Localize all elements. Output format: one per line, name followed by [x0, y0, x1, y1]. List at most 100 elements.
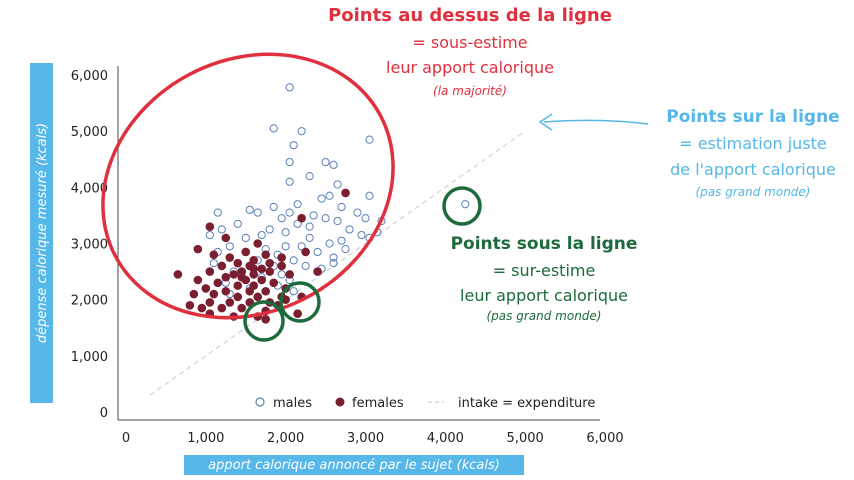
annotation-below-line2: leur apport calorique: [460, 286, 628, 305]
annotation-on-line2: de l'apport calorique: [670, 160, 836, 179]
female-point: [301, 247, 310, 257]
male-point: [325, 191, 334, 200]
female-point: [277, 261, 286, 271]
highlight-ellipse-above: [101, 52, 395, 320]
female-point: [253, 239, 263, 248]
male-point: [217, 225, 226, 234]
male-point: [297, 127, 306, 136]
female-point: [265, 258, 275, 268]
male-point: [337, 236, 346, 245]
y-tick-label: 0: [100, 406, 108, 421]
female-point: [341, 188, 350, 198]
y-tick-label: 6,000: [71, 69, 108, 84]
female-point: [185, 300, 195, 310]
female-point: [173, 270, 183, 279]
male-point: [277, 270, 286, 279]
female-point: [265, 267, 275, 276]
male-point: [329, 259, 338, 268]
male-point: [285, 177, 294, 186]
female-point: [201, 284, 211, 293]
female-point: [261, 315, 271, 324]
male-point: [277, 214, 286, 223]
female-point: [189, 289, 199, 299]
male-point: [225, 242, 234, 251]
male-point: [253, 208, 262, 217]
female-point: [221, 233, 231, 243]
legend-females-label: females: [352, 396, 404, 411]
male-point: [281, 228, 290, 237]
female-point: [209, 250, 219, 260]
legend: males females intake = expenditure: [255, 396, 595, 411]
male-point: [353, 208, 362, 217]
male-point: [365, 191, 374, 200]
male-point: [305, 222, 314, 231]
y-tick-label: 3,000: [71, 238, 108, 253]
male-point: [233, 219, 242, 228]
male-point: [209, 259, 218, 268]
female-point: [249, 264, 259, 274]
male-point: [213, 208, 222, 217]
female-point: [205, 267, 215, 276]
y-tick-label: 4,000: [71, 181, 108, 196]
y-tick-label: 1,000: [71, 350, 108, 365]
female-point: [285, 270, 294, 279]
female-point: [233, 281, 243, 290]
male-point: [305, 172, 314, 181]
male-point: [357, 230, 366, 240]
male-point: [289, 141, 298, 150]
legend-males-label: males: [273, 396, 312, 411]
male-point: [333, 180, 342, 189]
male-point: [333, 216, 342, 226]
female-point: [217, 261, 227, 271]
annotation-on-title: Points sur la ligne: [666, 107, 839, 127]
female-point: [221, 286, 231, 296]
female-point: [281, 295, 290, 304]
male-point: [345, 225, 354, 234]
y-axis-label: dépense calorique mesuré (kcals): [35, 123, 50, 343]
highlight-circle-below-2: [279, 281, 321, 323]
y-tick-label: 2,000: [71, 294, 108, 309]
female-point: [225, 253, 235, 262]
female-point: [193, 275, 203, 285]
male-point: [329, 160, 338, 169]
male-point: [337, 202, 346, 212]
annotation-above-line1: = sous-estime: [412, 33, 527, 52]
male-point: [285, 157, 294, 167]
female-point: [297, 213, 306, 223]
male-point: [289, 256, 298, 265]
male-point: [321, 157, 330, 167]
male-point: [321, 214, 330, 223]
male-point: [269, 124, 278, 133]
male-point: [361, 214, 370, 223]
female-point: [217, 303, 227, 313]
female-point: [205, 298, 215, 307]
male-point: [297, 242, 306, 251]
female-point: [253, 292, 263, 302]
male-point: [365, 135, 374, 144]
x-tick-label: 6,000: [586, 431, 623, 446]
female-point: [257, 264, 267, 274]
female-point: [257, 275, 267, 285]
male-point: [341, 245, 350, 254]
annotation-below-note: (pas grand monde): [487, 309, 602, 323]
male-point: [205, 230, 214, 240]
axis-ticks: 0 1,000 2,000 3,000 4,000 5,000 6,000 0 1,000 2,0…: [71, 69, 624, 446]
annotation-above-line2: leur apport calorique: [386, 58, 554, 77]
female-point: [193, 244, 203, 254]
male-point: [241, 233, 250, 242]
male-point: [281, 242, 290, 251]
male-point: [317, 194, 326, 203]
annotation-below-line1: = sur-estime: [493, 261, 596, 280]
female-point: [233, 258, 243, 268]
male-point: [289, 287, 298, 296]
male-point: [325, 239, 334, 248]
male-point: [257, 230, 266, 240]
male-point: [285, 83, 294, 92]
female-point: [245, 286, 255, 296]
annotation-above-title: Points au dessus de la ligne: [328, 5, 612, 26]
male-point: [245, 205, 254, 214]
y-axis-label-band: [30, 63, 53, 403]
male-point: [461, 200, 470, 209]
x-tick-label: 5,000: [507, 431, 544, 446]
